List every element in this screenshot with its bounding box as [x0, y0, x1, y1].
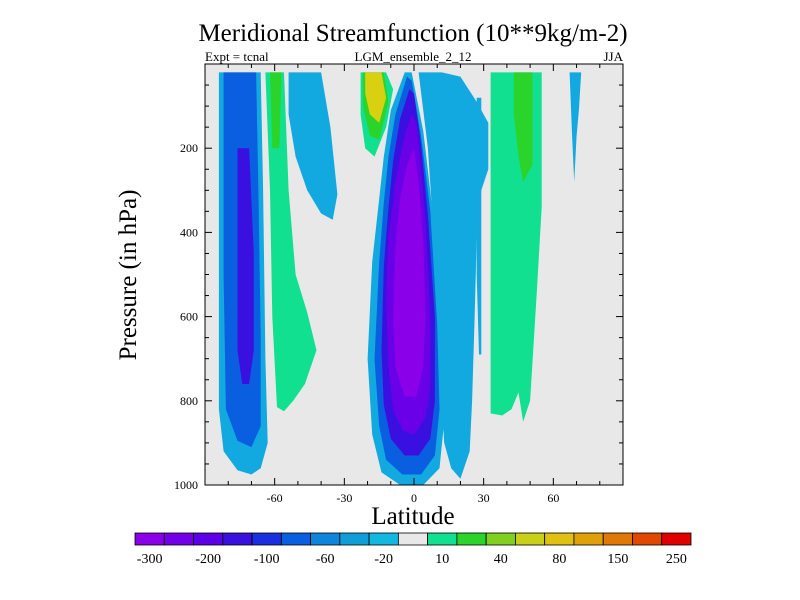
contour-region-southern-green-band — [265, 72, 317, 412]
contour-region-southern-upper-green — [270, 72, 282, 149]
colorbar-swatch — [163, 532, 194, 546]
contour-region-subtropical-blue-cell — [288, 72, 338, 220]
colorbar-label: 150 — [607, 552, 628, 567]
y-tick-label: 800 — [180, 394, 198, 408]
contour-plot-area: -60 -30 0 30 60 200 400 600 800 1000 — [174, 63, 624, 505]
x-tick-label: -30 — [336, 491, 352, 505]
colorbar-label: 250 — [666, 552, 687, 567]
colorbar-swatch — [485, 532, 516, 546]
contour-region-hadley-cell-L5 — [393, 148, 426, 397]
colorbar-label: 80 — [552, 552, 566, 567]
colorbar-swatch — [193, 532, 224, 546]
colorbar-label: -300 — [137, 552, 163, 567]
colorbar-swatch — [602, 532, 633, 546]
colorbar-label: -200 — [195, 552, 221, 567]
y-tick-label: 600 — [180, 310, 198, 324]
contour-region-upper-yellow-inner — [365, 72, 387, 123]
chart-title: Meridional Streamfunction (10**9kg/m-2) — [198, 20, 627, 47]
colorbar-label: -100 — [254, 552, 280, 567]
colorbar-swatch — [222, 532, 253, 546]
colorbar: -300 -200 -100 -60 -20 10 40 80 150 250 — [134, 532, 692, 567]
season-label: JJA — [603, 49, 623, 64]
colorbar-label: -60 — [316, 552, 335, 567]
colorbar-swatch — [368, 532, 399, 546]
contour-regions — [218, 72, 582, 486]
colorbar-label: 40 — [494, 552, 508, 567]
colorbar-swatch — [280, 532, 311, 546]
contour-region-polar-blue-strip — [569, 72, 582, 182]
y-axis-label: Pressure (in hPa) — [115, 190, 142, 361]
colorbar-swatch — [544, 532, 575, 546]
colorbar-swatch — [632, 532, 663, 546]
experiment-label: Expt = tcnal — [205, 49, 269, 64]
colorbar-label: 10 — [435, 552, 449, 567]
contour-region-northern-green-inner — [513, 72, 533, 182]
colorbar-swatch — [456, 532, 487, 546]
colorbar-swatch — [515, 532, 546, 546]
colorbar-swatch — [339, 532, 370, 546]
y-tick-label: 1000 — [174, 478, 198, 492]
x-tick-label: 60 — [547, 491, 559, 505]
colorbar-swatch — [310, 532, 341, 546]
contour-region-southern-cell-inner — [237, 148, 254, 384]
y-tick-label: 200 — [180, 141, 198, 155]
y-tick-label: 400 — [180, 225, 198, 239]
colorbar-label: -20 — [374, 552, 393, 567]
ensemble-label: LGM_ensemble_2_12 — [355, 49, 472, 64]
x-tick-label: -60 — [267, 491, 283, 505]
contour-region-northern-cyan-cell — [418, 72, 489, 479]
x-tick-label: 0 — [411, 491, 417, 505]
colorbar-swatch — [134, 532, 165, 546]
colorbar-swatch — [573, 532, 604, 546]
colorbar-swatch — [251, 532, 282, 546]
x-axis-label: Latitude — [371, 503, 454, 530]
colorbar-swatch — [661, 532, 692, 546]
plot-frame — [204, 63, 624, 486]
colorbar-swatch — [397, 532, 429, 546]
colorbar-swatch — [427, 532, 458, 546]
contour-region-northern-thin-strip — [476, 97, 482, 355]
x-tick-label: 30 — [478, 491, 490, 505]
